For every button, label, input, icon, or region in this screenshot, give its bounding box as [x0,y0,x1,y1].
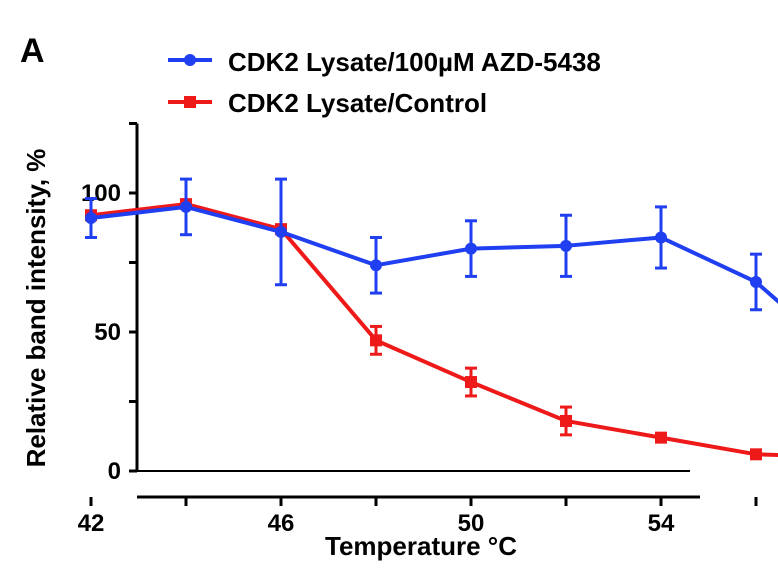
data-point-azd [180,200,192,213]
data-point-control [370,334,382,347]
data-point-azd [370,259,382,272]
data-point-azd [750,275,762,288]
data-point-control [655,431,667,444]
x-tick-label: 54 [648,510,675,537]
x-tick-label: 46 [268,510,295,537]
data-point-control [465,376,477,389]
data-point-control [560,414,572,427]
data-point-azd [85,212,97,225]
data-point-azd [560,239,572,252]
y-axis-label: Relative band intensity, % [21,149,51,468]
data-point-azd [275,225,287,238]
series-control [85,198,778,461]
x-axis-label: Temperature °C [325,531,517,561]
legend-item-azd: CDK2 Lysate/100µM AZD-5438 [168,47,601,77]
series-layer [85,177,778,461]
y-tick-label: 100 [81,180,121,207]
legend-label-azd: CDK2 Lysate/100µM AZD-5438 [228,47,601,77]
series-azd [85,177,778,312]
x-tick-label: 42 [78,510,105,537]
panel-label: A [20,32,45,70]
data-point-control [750,448,762,461]
legend-label-control: CDK2 Lysate/Control [228,88,487,118]
legend-item-control: CDK2 Lysate/Control [168,88,487,118]
data-point-azd [465,242,477,255]
legend-marker-azd [184,54,196,66]
y-tick-label: 50 [94,319,121,346]
x-tick-label: 50 [458,510,485,537]
data-point-azd [655,231,667,244]
series-line-azd [90,204,778,304]
axes: 050100424650545862 [78,122,758,537]
legend: CDK2 Lysate/100µM AZD-5438 CDK2 Lysate/C… [168,47,601,118]
legend-marker-control [184,96,196,108]
y-tick-label: 0 [108,458,121,485]
